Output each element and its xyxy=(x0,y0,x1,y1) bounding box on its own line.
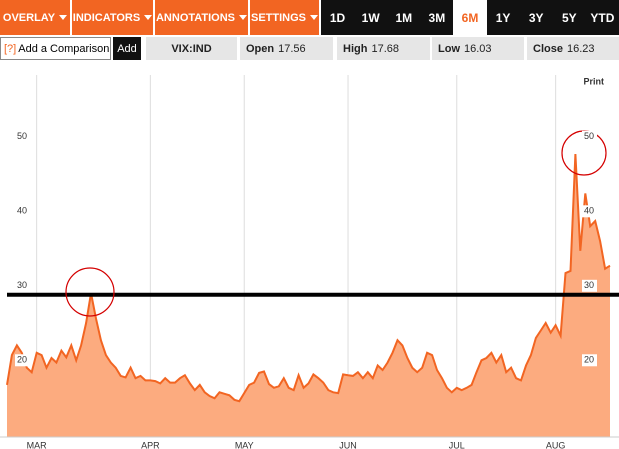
range-button[interactable]: 3Y xyxy=(519,0,553,35)
value: 17.68 xyxy=(371,42,399,55)
y-tick-label: 30 xyxy=(17,280,27,290)
dropdown-arrow xyxy=(144,15,153,20)
menu-label: ANNOTATIONS xyxy=(155,11,236,24)
menu-button[interactable]: ANNOTATIONS xyxy=(155,0,248,35)
y-tick-label: 30 xyxy=(584,280,594,290)
range-button[interactable]: 6M xyxy=(453,0,487,35)
range-button[interactable]: 1M xyxy=(387,0,421,35)
close-field: Close 16.23 xyxy=(527,37,619,60)
value: 17.56 xyxy=(278,42,306,55)
tick-box xyxy=(582,279,597,292)
tick-box xyxy=(582,130,597,143)
label: High xyxy=(343,42,368,55)
value: 16.23 xyxy=(566,42,595,55)
tick-box xyxy=(15,354,30,367)
y-tick-label: 40 xyxy=(17,206,27,216)
x-tick-label: MAY xyxy=(235,440,254,449)
menu-button[interactable]: SETTINGS xyxy=(250,0,319,35)
range-button[interactable]: YTD xyxy=(585,0,619,35)
x-tick-label: AUG xyxy=(546,440,566,449)
menu-button[interactable]: INDICATORS xyxy=(72,0,153,35)
y-tick-label: 50 xyxy=(584,131,594,141)
x-tick-label: JUL xyxy=(449,440,465,449)
symbol: VIX:IND xyxy=(146,37,237,60)
label: Close xyxy=(533,42,563,55)
range-button[interactable]: 1Y xyxy=(486,0,520,35)
y-tick-label: 20 xyxy=(17,355,27,365)
menu-label: SETTINGS xyxy=(250,11,306,24)
menu-label: INDICATORS xyxy=(72,11,141,24)
y-tick-label: 50 xyxy=(17,131,27,141)
comparison-button[interactable]: [?] Add a Comparison xyxy=(0,37,111,60)
open-field: Open 17.56 xyxy=(240,37,333,60)
range-button[interactable]: 1W xyxy=(354,0,388,35)
dropdown-arrow xyxy=(239,15,248,20)
low-field: Low 16.03 xyxy=(432,37,524,60)
y-tick-label: 20 xyxy=(584,355,594,365)
add-button[interactable]: Add xyxy=(113,37,141,60)
dropdown-arrow xyxy=(59,15,68,20)
x-tick-label: APR xyxy=(141,440,160,449)
x-tick-label: JUN xyxy=(339,440,357,449)
tick-box xyxy=(15,130,30,143)
range-button[interactable]: 1D xyxy=(321,0,355,35)
tick-box xyxy=(15,279,30,292)
help-icon: [?] xyxy=(4,42,17,55)
menu-label: OVERLAY xyxy=(2,11,56,24)
tick-box xyxy=(582,354,597,367)
quote-bar: [?] Add a Comparison Add VIX:IND Open 17.… xyxy=(0,37,619,60)
high-field: High 17.68 xyxy=(337,37,430,60)
annotation-circle xyxy=(65,267,115,317)
label: Low xyxy=(438,42,460,55)
menu-button[interactable]: OVERLAY xyxy=(0,0,70,35)
comparison-label: Add a Comparison xyxy=(18,42,110,55)
print-button[interactable]: Print xyxy=(583,76,604,86)
range-button[interactable]: 3M xyxy=(420,0,454,35)
y-tick-label: 40 xyxy=(584,206,594,216)
area xyxy=(7,154,610,437)
x-tick-label: MAR xyxy=(27,440,48,449)
dropdown-arrow xyxy=(310,15,318,20)
label: Open xyxy=(246,42,275,55)
range-button[interactable]: 5Y xyxy=(552,0,586,35)
toolbar: OVERLAY INDICATORS ANNOTATIONS SETTINGS 1D 1W… xyxy=(0,0,619,35)
line xyxy=(6,153,611,403)
tick-box xyxy=(15,205,30,218)
value: 16.03 xyxy=(464,42,492,55)
tick-box xyxy=(582,205,597,218)
